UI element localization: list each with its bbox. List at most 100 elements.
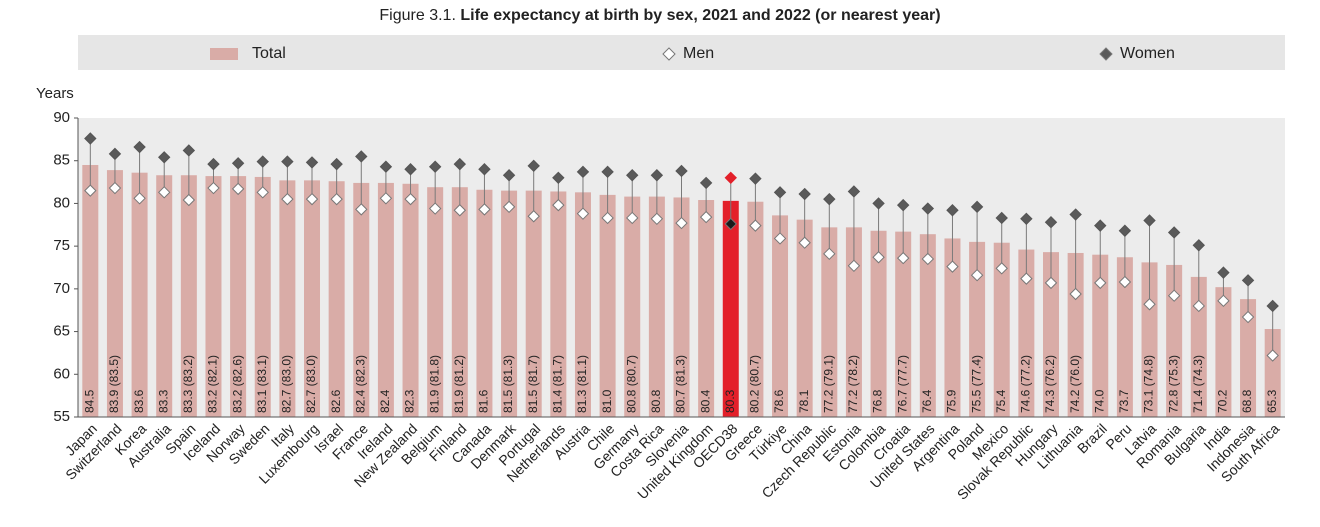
men-marker <box>650 212 664 226</box>
women-marker <box>502 169 516 182</box>
bar <box>993 242 1010 417</box>
men-marker <box>1192 299 1205 313</box>
value-label: 81.3 (81.1) <box>575 355 589 413</box>
bar <box>1018 249 1035 417</box>
women-marker <box>330 157 343 171</box>
bar <box>328 181 345 417</box>
women-marker <box>1167 226 1181 239</box>
bar <box>574 192 591 417</box>
bar <box>895 231 912 417</box>
women-marker <box>281 155 294 168</box>
value-label: 83.2 (82.6) <box>230 355 244 413</box>
value-label: 70.2 <box>1216 389 1230 413</box>
men-marker <box>798 236 811 249</box>
value-label: 82.4 <box>378 389 392 413</box>
men-marker <box>970 268 984 282</box>
men-marker <box>108 181 122 195</box>
value-label: 80.8 (80.7) <box>624 355 638 413</box>
value-label: 74.2 (76.0) <box>1068 355 1082 413</box>
men-marker <box>773 232 787 245</box>
men-marker <box>1217 294 1230 308</box>
men-marker <box>675 216 688 230</box>
women-marker <box>453 157 467 171</box>
women-marker <box>305 156 319 169</box>
value-label: 81.9 (81.8) <box>427 355 441 413</box>
women-marker <box>527 159 540 173</box>
y-tick-label: 60 <box>53 365 70 382</box>
women-marker <box>946 204 959 217</box>
men-marker <box>724 217 737 231</box>
value-label: 80.3 <box>723 389 737 413</box>
women-marker <box>478 163 491 176</box>
men-marker <box>872 251 885 264</box>
bar <box>451 187 468 417</box>
men-marker <box>330 192 343 206</box>
figure-label: Figure 3.1. <box>379 7 455 24</box>
bar <box>1190 276 1207 417</box>
value-label: 80.8 <box>649 389 663 413</box>
y-tick-label: 85 <box>53 152 70 169</box>
women-marker <box>749 172 762 185</box>
men-marker <box>1044 276 1058 290</box>
bar <box>254 176 271 417</box>
women-marker <box>970 200 984 214</box>
y-tick-label: 75 <box>53 237 70 254</box>
women-marker <box>84 132 97 145</box>
men-marker <box>699 210 713 224</box>
women-marker <box>404 163 417 176</box>
women-marker <box>231 157 245 170</box>
women-marker <box>773 186 787 199</box>
value-label: 82.4 (82.3) <box>353 355 367 413</box>
value-label: 84.5 <box>82 389 96 413</box>
bar <box>131 172 148 417</box>
women-marker <box>182 144 196 157</box>
bar <box>969 241 986 417</box>
bar <box>599 194 616 417</box>
bar <box>230 176 247 417</box>
value-label: 83.2 (82.1) <box>206 355 220 413</box>
bar <box>845 227 862 417</box>
bar <box>1215 287 1232 417</box>
women-marker <box>428 160 442 173</box>
men-marker <box>281 192 294 206</box>
value-label: 76.7 (77.7) <box>895 355 909 413</box>
bar <box>205 176 222 417</box>
bar <box>402 183 419 417</box>
value-label: 75.4 <box>994 389 1008 413</box>
women-marker <box>650 169 664 182</box>
bar <box>624 196 641 417</box>
men-marker <box>1167 289 1181 302</box>
men-marker <box>847 259 861 272</box>
men-marker <box>576 207 590 220</box>
men-marker <box>1020 272 1033 285</box>
value-label: 74.0 <box>1092 389 1106 413</box>
women-marker <box>1192 239 1205 252</box>
legend-label: Men <box>683 45 714 62</box>
bar <box>1141 262 1158 417</box>
legend-label: Total <box>252 45 286 62</box>
value-label: 72.8 (75.3) <box>1166 355 1180 413</box>
men-marker <box>1094 276 1107 290</box>
value-label: 68.8 <box>1240 389 1254 413</box>
women-marker <box>601 165 614 179</box>
bar <box>353 182 370 417</box>
value-label: 83.1 (83.1) <box>255 355 269 413</box>
y-tick-label: 80 <box>53 194 70 211</box>
men-marker <box>946 260 959 273</box>
women-marker <box>256 155 269 168</box>
value-label: 65.3 <box>1265 389 1279 413</box>
value-label: 76.4 <box>920 389 934 413</box>
chart-heading: Figure 3.1. Life expectancy at birth by … <box>379 7 940 24</box>
y-tick-label: 90 <box>53 109 70 126</box>
men-marker <box>84 184 97 197</box>
women-marker <box>1069 208 1082 221</box>
value-label: 77.2 (78.2) <box>846 355 860 413</box>
men-marker <box>1069 287 1082 301</box>
men-marker <box>921 252 935 266</box>
value-label: 80.4 <box>698 389 712 413</box>
women-marker <box>724 171 737 185</box>
men-marker <box>231 182 245 196</box>
men-marker <box>305 192 319 206</box>
men-marker <box>133 192 146 205</box>
